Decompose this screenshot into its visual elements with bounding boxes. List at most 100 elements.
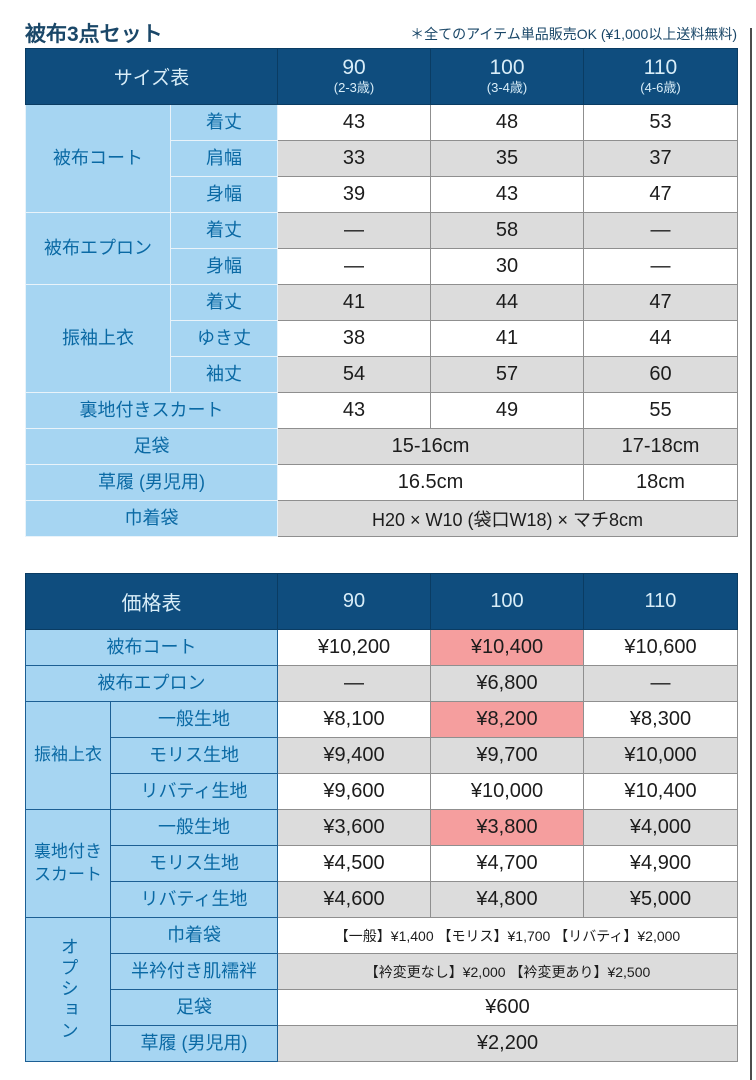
table-row: ゆき丈 38 41 44 — [26, 320, 738, 357]
age-label: (4-6歳) — [640, 80, 681, 96]
size-value-cell: 43 — [277, 104, 431, 141]
row-label: リバティ生地 — [110, 773, 278, 810]
size-label: 100 — [489, 55, 525, 79]
size-value-cell: — — [583, 212, 738, 249]
row-label-tabi: 足袋 — [25, 428, 278, 465]
age-label: (2-3歳) — [333, 80, 375, 96]
size-value-cell: 57 — [430, 356, 584, 393]
row-label-kinchaku: 巾着袋 — [25, 500, 278, 537]
row-label: 身幅 — [170, 176, 278, 213]
row-label: モリス生地 — [110, 845, 278, 882]
row-label: モリス生地 — [110, 737, 278, 774]
table-row: 足袋 ¥600 — [26, 989, 738, 1026]
size-value-cell: 41 — [430, 320, 584, 357]
column-header-90: 90 (2-3歳) — [277, 48, 431, 105]
size-value-cell: 47 — [583, 176, 738, 213]
group-label-coat: 被布コート — [25, 104, 171, 213]
size-value-cell: 53 — [583, 104, 738, 141]
price-value-cell: 【一般】¥1,400 【モリス】¥1,700 【リバティ】¥2,000 — [277, 917, 738, 954]
price-value-cell: ¥8,100 — [277, 701, 431, 738]
row-label: 着丈 — [170, 284, 278, 321]
row-label: 袖丈 — [170, 356, 278, 393]
group-label-furisode: 振袖上衣 — [25, 284, 171, 393]
table-row: 草履 (男児用) 16.5cm 18cm — [25, 464, 738, 501]
row-label: 半衿付き肌襦袢 — [110, 953, 278, 990]
price-value-cell: ¥4,500 — [277, 845, 431, 882]
price-value-cell: ¥4,600 — [277, 881, 431, 918]
row-label: 巾着袋 — [110, 917, 278, 954]
size-value-cell: 47 — [583, 284, 738, 321]
size-table-title: サイズ表 — [25, 48, 278, 105]
size-value-cell: 44 — [430, 284, 584, 321]
row-label: 着丈 — [170, 212, 278, 249]
table-row: リバティ生地 ¥4,600 ¥4,800 ¥5,000 — [26, 881, 738, 918]
price-value-cell: — — [277, 665, 431, 702]
price-value-cell: ¥2,200 — [277, 1025, 738, 1062]
age-label: (3-4歳) — [486, 80, 528, 96]
column-header-110: 110 (4-6歳) — [583, 48, 738, 105]
options-vertical-label: オプション — [58, 937, 79, 1042]
row-label: 足袋 — [110, 989, 278, 1026]
group-label-apron: 被布エプロン — [25, 212, 171, 285]
table-row: モリス生地 ¥9,400 ¥9,700 ¥10,000 — [26, 737, 738, 774]
column-header-100: 100 (3-4歳) — [430, 48, 584, 105]
price-value-cell: ¥9,700 — [430, 737, 584, 774]
row-label: 着丈 — [170, 104, 278, 141]
size-value-cell: 15-16cm — [277, 428, 584, 465]
row-label: 一般生地 — [110, 701, 278, 738]
size-value-cell: — — [277, 212, 431, 249]
row-label-zori: 草履 (男児用) — [25, 464, 278, 501]
size-value-cell: 38 — [277, 320, 431, 357]
row-label: ゆき丈 — [170, 320, 278, 357]
price-value-cell: ¥600 — [277, 989, 738, 1026]
column-header-110: 110 — [583, 573, 738, 630]
price-value-cell: ¥9,400 — [277, 737, 431, 774]
size-value-cell: 41 — [277, 284, 431, 321]
size-value-cell: 16.5cm — [277, 464, 584, 501]
table-row: モリス生地 ¥4,500 ¥4,700 ¥4,900 — [26, 845, 738, 882]
size-label: 110 — [643, 55, 678, 79]
column-header-100: 100 — [430, 573, 584, 630]
table-row: 振袖上衣 一般生地 ¥8,100 ¥8,200 ¥8,300 — [25, 701, 738, 810]
table-row: 肩幅 33 35 37 — [26, 140, 738, 177]
row-label-coat: 被布コート — [25, 629, 278, 666]
row-label: リバティ生地 — [110, 881, 278, 918]
table-row: 身幅 39 43 47 — [26, 176, 738, 213]
price-value-cell: ¥6,800 — [430, 665, 584, 702]
size-value-cell: 49 — [430, 392, 584, 429]
size-value-cell: 58 — [430, 212, 584, 249]
sale-note: ＊全てのアイテム単品販売OK (¥1,000以上送料無料) — [410, 26, 737, 42]
size-value-cell: 39 — [277, 176, 431, 213]
size-value-cell: 43 — [430, 176, 584, 213]
price-value-cell: ¥10,000 — [430, 773, 584, 810]
size-table: サイズ表 90 (2-3歳) 100 (3-4歳) 110 (4-6歳) — [25, 48, 738, 537]
table-row: 振袖上衣 着丈 41 44 47 — [25, 284, 738, 393]
group-label-skirt: 裏地付きスカート — [25, 809, 111, 918]
size-value-cell: 30 — [430, 248, 584, 285]
size-label: 90 — [342, 55, 366, 79]
row-label-apron: 被布エプロン — [25, 665, 278, 702]
table-row: 被布エプロン — ¥6,800 — — [25, 665, 738, 702]
price-value-cell: ¥5,000 — [583, 881, 738, 918]
size-value-cell: 35 — [430, 140, 584, 177]
size-value-cell: 55 — [583, 392, 738, 429]
row-label: 身幅 — [170, 248, 278, 285]
page-title: 被布3点セット — [25, 22, 163, 46]
price-value-cell: ¥10,600 — [583, 629, 738, 666]
price-value-cell: ¥4,800 — [430, 881, 584, 918]
column-header-90: 90 — [277, 573, 431, 630]
size-value-cell: 17-18cm — [583, 428, 738, 465]
table-row: 被布コート 着丈 43 48 53 — [25, 104, 738, 213]
table-row: 身幅 — 30 — — [26, 248, 738, 285]
size-value-cell: H20 × W10 (袋口W18) × マチ8cm — [277, 500, 738, 537]
price-value-cell: ¥4,000 — [583, 809, 738, 846]
price-value-cell: 【衿変更なし】¥2,000 【衿変更あり】¥2,500 — [277, 953, 738, 990]
price-value-cell: ¥8,300 — [583, 701, 738, 738]
page-right-border — [750, 28, 752, 1080]
table-row: 裏地付きスカート 43 49 55 — [25, 392, 738, 429]
size-value-cell: 18cm — [583, 464, 738, 501]
table-row: 被布コート ¥10,200 ¥10,400 ¥10,600 — [25, 629, 738, 666]
size-value-cell: 37 — [583, 140, 738, 177]
price-value-cell: — — [583, 665, 738, 702]
